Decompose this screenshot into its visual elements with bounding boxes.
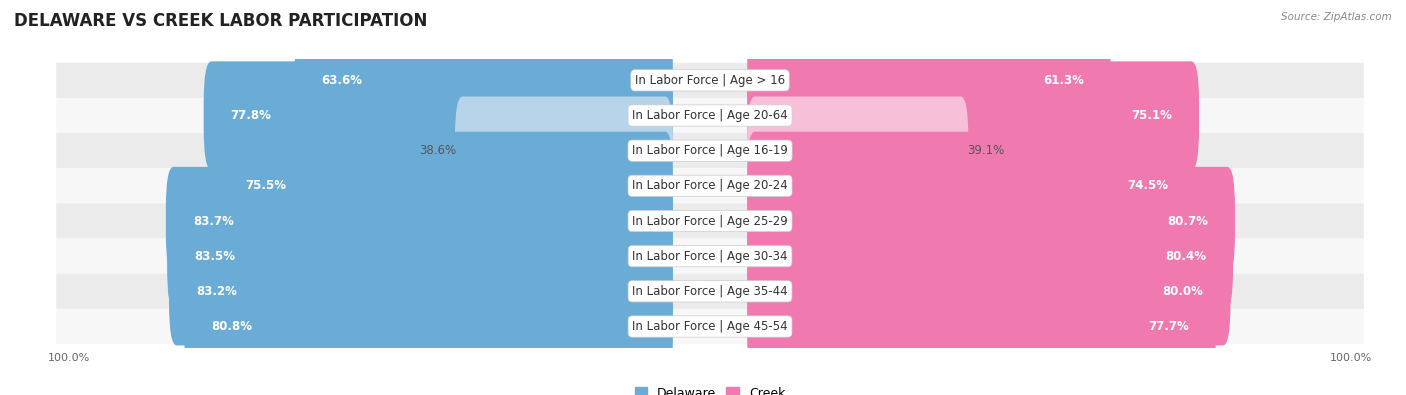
FancyBboxPatch shape <box>56 309 1364 344</box>
FancyBboxPatch shape <box>747 167 1234 275</box>
FancyBboxPatch shape <box>747 202 1233 310</box>
FancyBboxPatch shape <box>56 63 1364 98</box>
FancyBboxPatch shape <box>747 237 1230 346</box>
FancyBboxPatch shape <box>56 203 1364 239</box>
Text: 63.6%: 63.6% <box>322 74 363 87</box>
FancyBboxPatch shape <box>456 96 673 205</box>
Text: 75.5%: 75.5% <box>245 179 287 192</box>
FancyBboxPatch shape <box>295 26 673 135</box>
FancyBboxPatch shape <box>56 98 1364 133</box>
FancyBboxPatch shape <box>56 274 1364 309</box>
Text: 75.1%: 75.1% <box>1132 109 1173 122</box>
FancyBboxPatch shape <box>56 133 1364 168</box>
FancyBboxPatch shape <box>747 26 1111 135</box>
Text: In Labor Force | Age 20-64: In Labor Force | Age 20-64 <box>633 109 787 122</box>
FancyBboxPatch shape <box>204 61 673 170</box>
Text: 83.7%: 83.7% <box>193 214 233 228</box>
Text: 80.7%: 80.7% <box>1167 214 1208 228</box>
Text: DELAWARE VS CREEK LABOR PARTICIPATION: DELAWARE VS CREEK LABOR PARTICIPATION <box>14 12 427 30</box>
FancyBboxPatch shape <box>747 132 1195 240</box>
Text: 39.1%: 39.1% <box>967 144 1004 157</box>
Text: In Labor Force | Age 30-34: In Labor Force | Age 30-34 <box>633 250 787 263</box>
Text: 38.6%: 38.6% <box>419 144 456 157</box>
FancyBboxPatch shape <box>167 202 673 310</box>
FancyBboxPatch shape <box>56 239 1364 274</box>
FancyBboxPatch shape <box>747 61 1199 170</box>
Text: 80.0%: 80.0% <box>1163 285 1204 298</box>
Text: In Labor Force | Age 20-24: In Labor Force | Age 20-24 <box>633 179 787 192</box>
Text: 83.5%: 83.5% <box>194 250 235 263</box>
FancyBboxPatch shape <box>166 167 673 275</box>
Legend: Delaware, Creek: Delaware, Creek <box>630 382 790 395</box>
FancyBboxPatch shape <box>747 272 1216 381</box>
Text: 74.5%: 74.5% <box>1128 179 1168 192</box>
Text: 80.8%: 80.8% <box>211 320 252 333</box>
Text: In Labor Force | Age 25-29: In Labor Force | Age 25-29 <box>633 214 787 228</box>
Text: In Labor Force | Age 45-54: In Labor Force | Age 45-54 <box>633 320 787 333</box>
FancyBboxPatch shape <box>56 168 1364 203</box>
Text: 80.4%: 80.4% <box>1166 250 1206 263</box>
FancyBboxPatch shape <box>218 132 673 240</box>
Text: 77.7%: 77.7% <box>1149 320 1189 333</box>
FancyBboxPatch shape <box>169 237 673 346</box>
Text: Source: ZipAtlas.com: Source: ZipAtlas.com <box>1281 12 1392 22</box>
Text: 77.8%: 77.8% <box>231 109 271 122</box>
Text: In Labor Force | Age > 16: In Labor Force | Age > 16 <box>636 74 785 87</box>
Text: 83.2%: 83.2% <box>195 285 236 298</box>
Text: In Labor Force | Age 35-44: In Labor Force | Age 35-44 <box>633 285 787 298</box>
FancyBboxPatch shape <box>184 272 673 381</box>
Text: In Labor Force | Age 16-19: In Labor Force | Age 16-19 <box>633 144 787 157</box>
Text: 61.3%: 61.3% <box>1043 74 1084 87</box>
FancyBboxPatch shape <box>747 96 969 205</box>
